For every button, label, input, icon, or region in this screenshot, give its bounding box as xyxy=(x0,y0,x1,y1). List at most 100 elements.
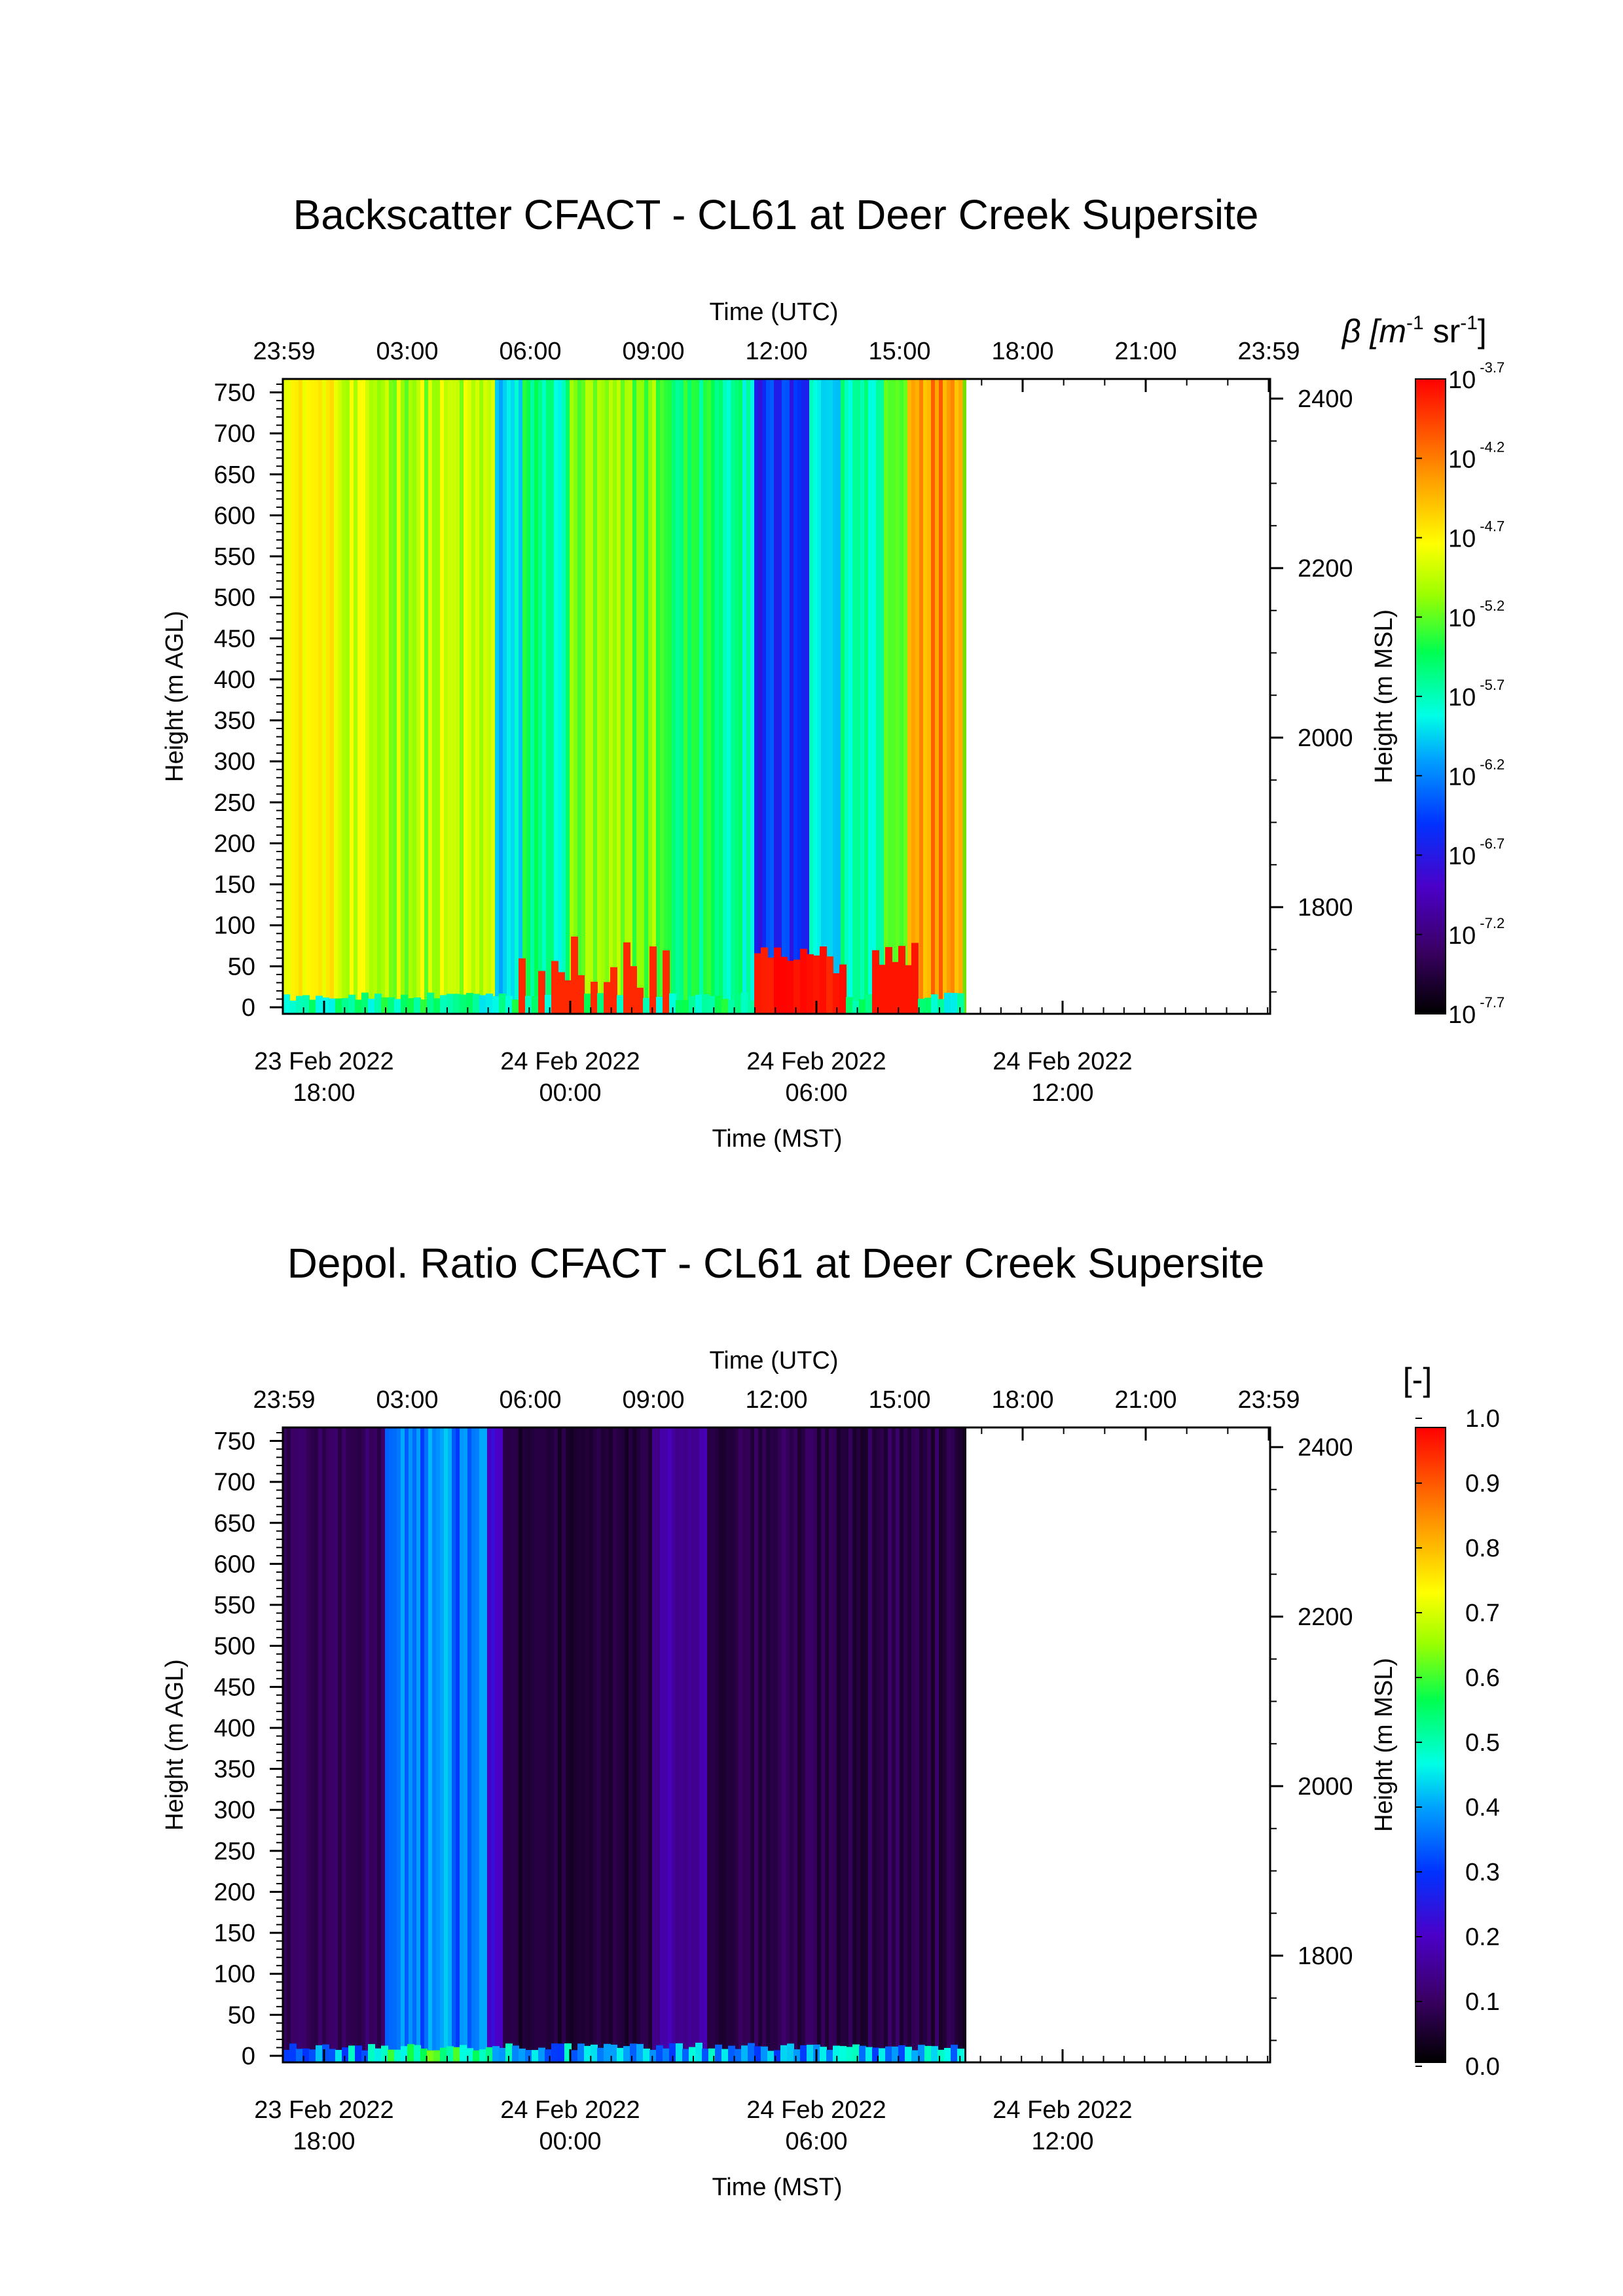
heatmap-column xyxy=(491,1427,496,2062)
heatmap-column xyxy=(742,1427,747,2062)
colorbar-tick-label: 0.1 xyxy=(1465,1988,1500,2016)
x-bottom-tick-time: 18:00 xyxy=(293,2128,355,2155)
surface-layer-cell xyxy=(885,2046,892,2062)
surface-layer-cell xyxy=(525,996,532,1014)
surface-layer-cell xyxy=(754,2046,761,2062)
heatmap-column xyxy=(660,1427,665,2062)
heatmap-column xyxy=(856,379,861,1014)
heatmap-column xyxy=(574,379,578,1014)
surface-layer-cell xyxy=(473,994,480,1014)
heatmap-column xyxy=(302,1427,307,2062)
surface-layer-cell xyxy=(911,2050,919,2062)
surface-layer-cell xyxy=(630,2043,637,2062)
colorbar-tick-label: 10 -6.7 xyxy=(1448,836,1504,870)
x-bottom-tick-date: 24 Feb 2022 xyxy=(746,1048,886,1075)
heatmap-column xyxy=(287,379,291,1014)
surface-layer-cell xyxy=(289,1000,297,1014)
heatmap-column xyxy=(452,1427,456,2062)
heatmap-column xyxy=(644,1427,649,2062)
surface-layer-cell xyxy=(296,996,303,1014)
surface-layer-cell xyxy=(702,2049,709,2062)
heatmap-column xyxy=(444,1427,448,2062)
x-bottom-tick-time: 18:00 xyxy=(293,1079,355,1107)
heatmap-column xyxy=(617,1427,621,2062)
surface-layer-cell xyxy=(669,2043,676,2062)
surface-layer-cell xyxy=(944,2048,951,2062)
heatmap-column xyxy=(801,379,806,1014)
heatmap-column xyxy=(664,379,668,1014)
heatmap-column xyxy=(943,379,947,1014)
heatmap-column xyxy=(664,1427,668,2062)
heatmap-column xyxy=(935,1427,939,2062)
heatmap-column xyxy=(299,1427,303,2062)
surface-layer-cell xyxy=(329,2049,336,2062)
heatmap-column xyxy=(735,379,739,1014)
y-right-ticks: 1800 2000 2200 2400 xyxy=(1270,1434,1353,2041)
heatmap-column xyxy=(919,1427,924,2062)
x-bottom-tick-date: 23 Feb 2022 xyxy=(254,2096,393,2124)
heatmap-column xyxy=(357,379,362,1014)
x-top-tick-label: 18:00 xyxy=(991,1386,1053,1414)
surface-layer-cell xyxy=(780,956,788,1014)
surface-layer-cell xyxy=(636,988,644,1014)
heatmap-column xyxy=(888,379,892,1014)
heatmap-column xyxy=(405,1427,409,2062)
surface-layer-cell xyxy=(571,936,578,1014)
x-bottom-tick-time: 12:00 xyxy=(1031,2128,1093,2155)
heatmap-column xyxy=(746,1427,751,2062)
y-left-tick-label: 250 xyxy=(214,789,255,817)
y-left-tick-label: 100 xyxy=(214,1961,255,1988)
heatmap-column xyxy=(314,379,319,1014)
surface-layer-cell xyxy=(774,2050,781,2062)
heatmap-column xyxy=(354,1427,358,2062)
heatmap-column xyxy=(519,1427,523,2062)
heatmap-column xyxy=(558,379,562,1014)
surface-layer-cell xyxy=(309,999,316,1014)
surface-layer-cell xyxy=(558,972,565,1014)
y-left-tick-label: 600 xyxy=(214,502,255,529)
surface-layer-cell xyxy=(682,999,689,1014)
surface-layer-cell xyxy=(466,993,473,1014)
heatmap-column xyxy=(833,1427,837,2062)
heatmap-column xyxy=(636,379,641,1014)
y-right-tick-label: 2200 xyxy=(1298,555,1353,583)
surface-layer-cell xyxy=(761,947,768,1014)
surface-layer-cell xyxy=(833,2045,840,2062)
heatmap-column xyxy=(581,1427,586,2062)
heatmap-column xyxy=(786,379,790,1014)
y-left-axis-label: Height (m AGL) xyxy=(161,611,189,782)
heatmap-column xyxy=(617,379,621,1014)
heatmap-column xyxy=(896,1427,900,2062)
heatmap-column xyxy=(915,1427,920,2062)
heatmap-column xyxy=(554,379,558,1014)
heatmap-column xyxy=(432,379,437,1014)
surface-layer-cell xyxy=(368,2044,375,2062)
surface-layer-cell xyxy=(597,2047,604,2062)
surface-layer-cell xyxy=(879,965,886,1014)
surface-layer-cell xyxy=(492,2046,500,2062)
heatmap-column xyxy=(570,1427,574,2062)
heatmap-column xyxy=(385,1427,390,2062)
heatmap-column xyxy=(334,379,338,1014)
surface-layer-cell xyxy=(918,2045,925,2062)
surface-layer-cell xyxy=(905,2047,912,2062)
surface-layer-cell xyxy=(355,999,362,1014)
surface-layer-cell xyxy=(551,961,558,1014)
surface-layer-cell xyxy=(473,2050,480,2062)
heatmap-column xyxy=(416,1427,421,2062)
y-left-tick-label: 350 xyxy=(214,708,255,735)
heatmap-column xyxy=(381,1427,386,2062)
heatmap-column xyxy=(695,379,700,1014)
surface-layer-cell xyxy=(826,956,833,1014)
heatmap-column xyxy=(542,379,547,1014)
heatmap-column xyxy=(754,1427,759,2062)
depol-panel: Depol. Ratio CFACT - CL61 at Deer Creek … xyxy=(161,1240,1500,2201)
heatmap-column xyxy=(703,1427,708,2062)
surface-layer-cell xyxy=(283,994,290,1014)
heatmap-column xyxy=(707,379,712,1014)
heatmap-column xyxy=(919,379,924,1014)
surface-layer-cell xyxy=(577,975,585,1014)
heatmap-column xyxy=(805,1427,810,2062)
heatmap-column xyxy=(283,1427,287,2062)
y-left-tick-label: 200 xyxy=(214,830,255,857)
